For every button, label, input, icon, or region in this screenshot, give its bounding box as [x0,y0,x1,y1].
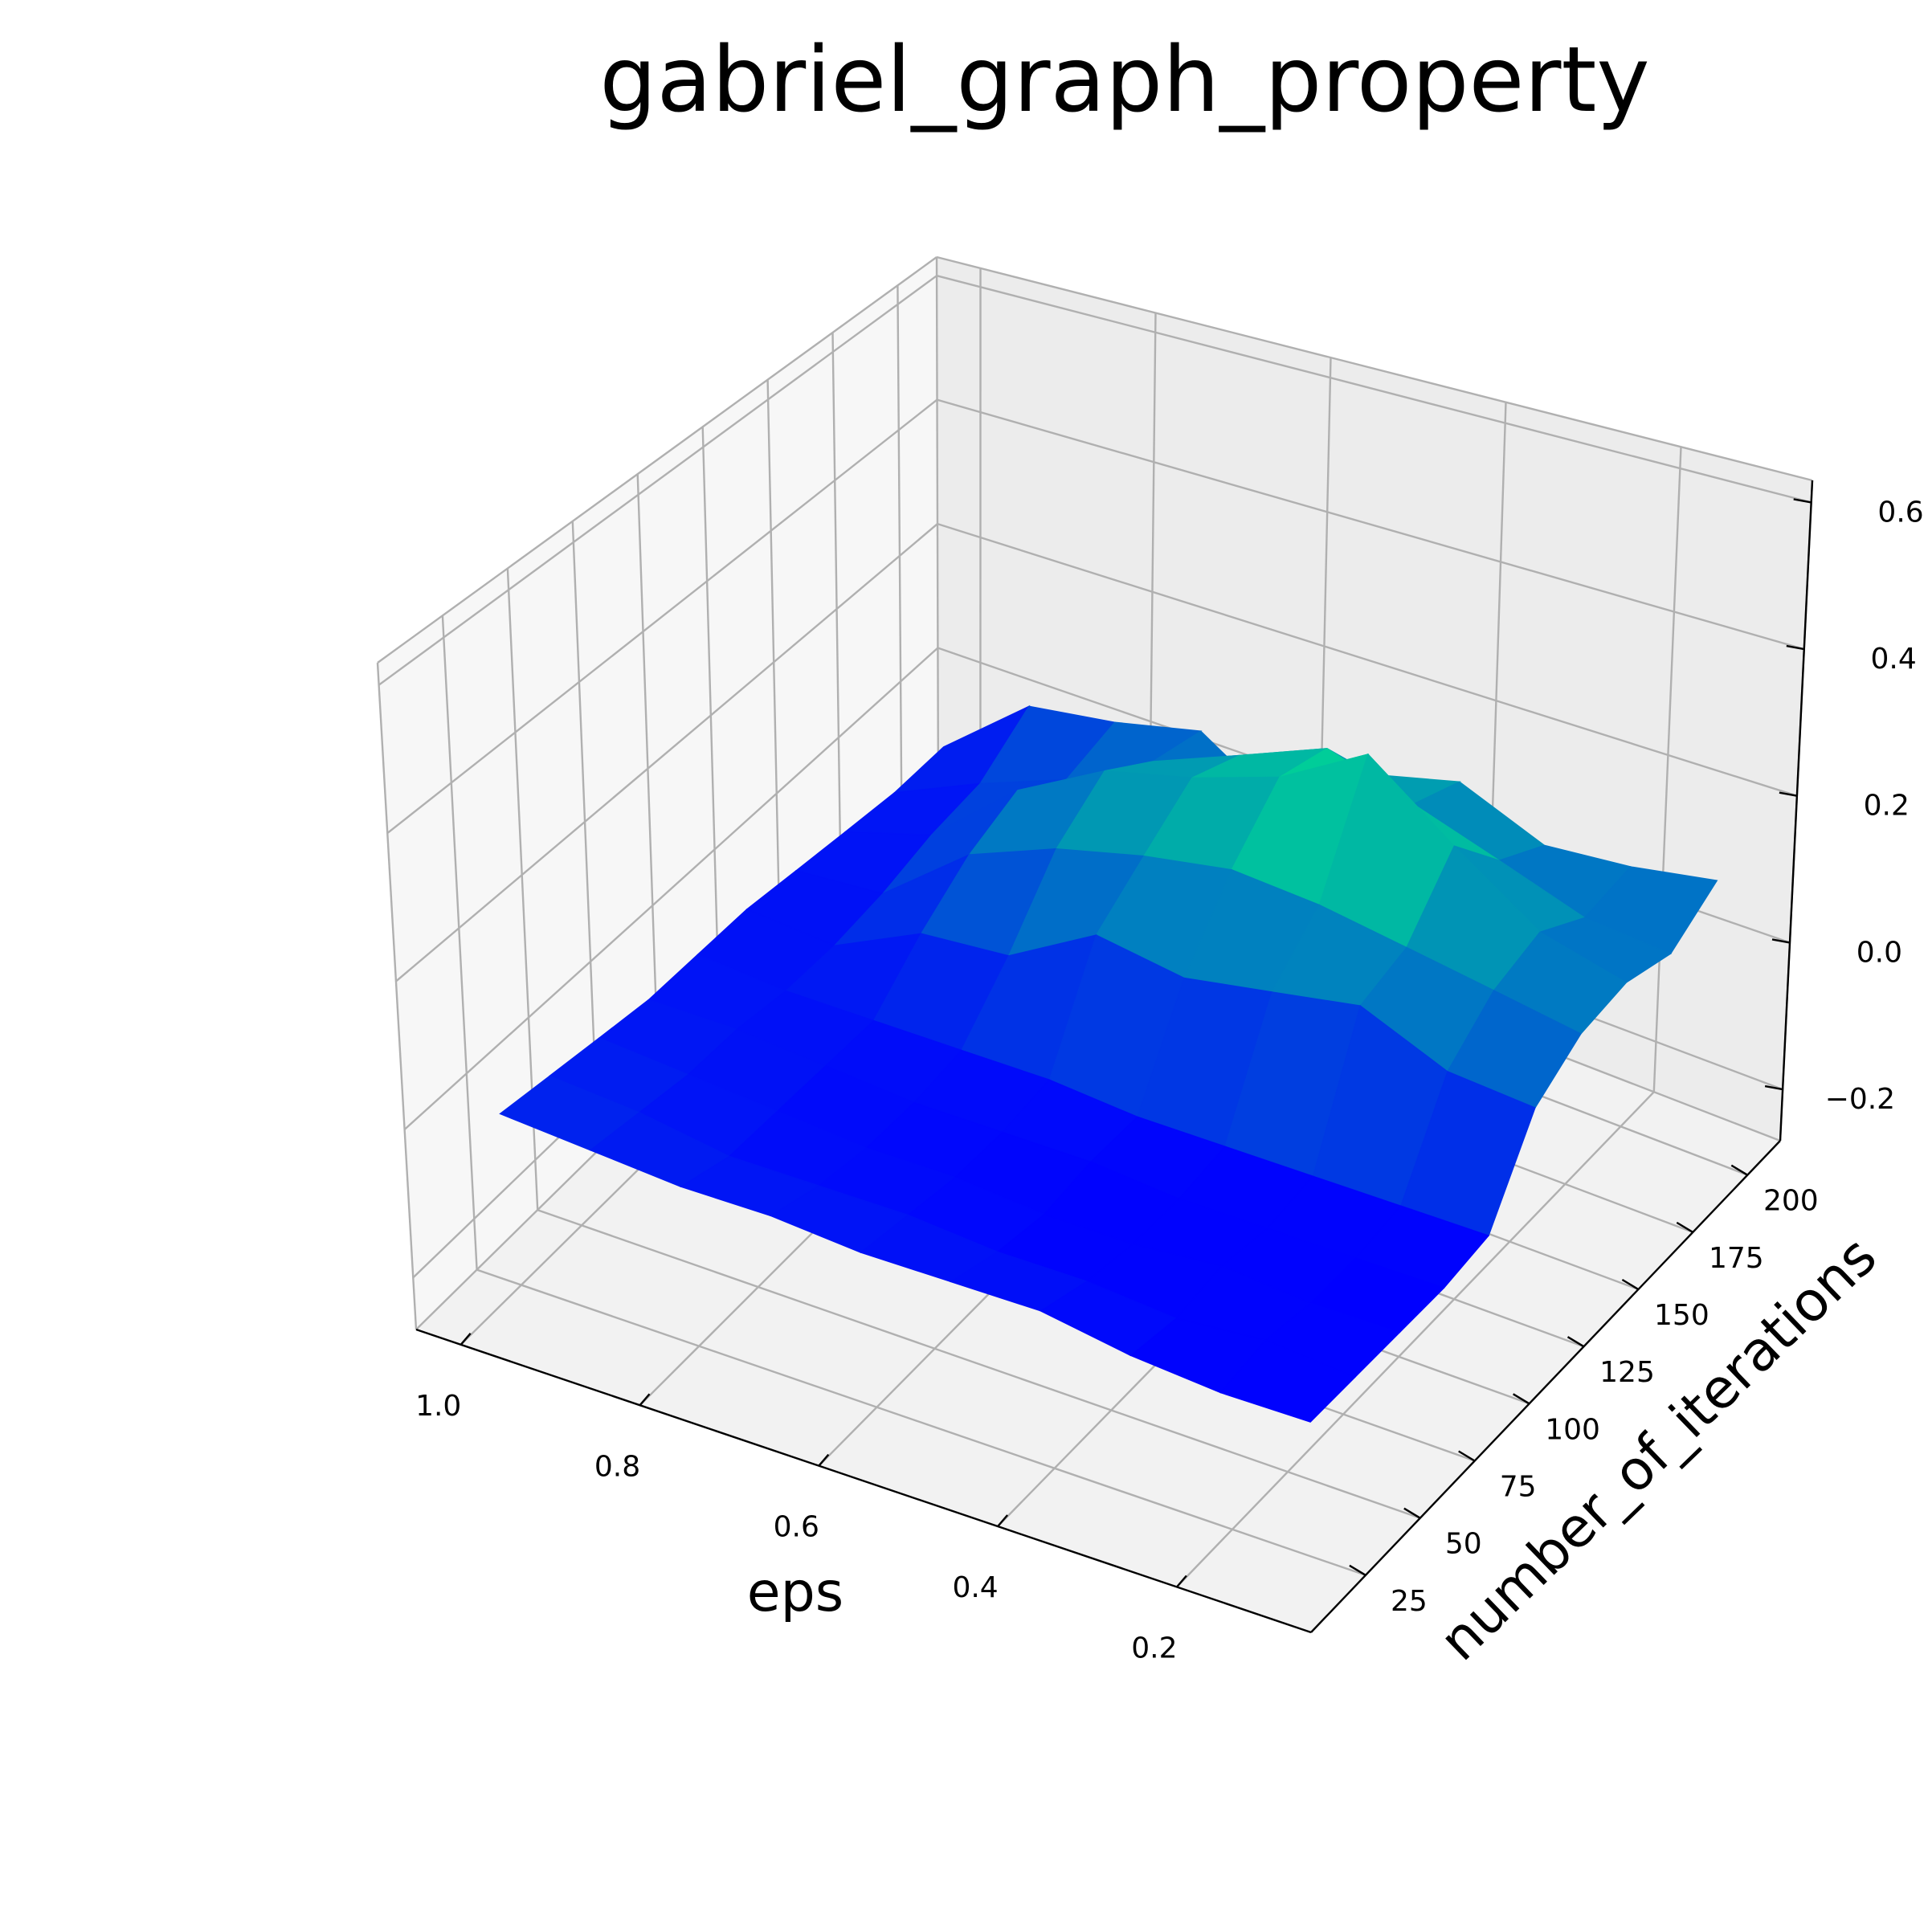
y-tick-label: 200 [1763,1185,1819,1218]
x-axis-label: eps [747,1561,844,1624]
x-tick-label: 1.0 [415,1390,461,1423]
y-tick-label: 75 [1500,1471,1537,1504]
z-tick-label: 0.2 [1864,790,1910,823]
z-tick-label: 0.6 [1877,496,1923,529]
x-tick-label: 0.2 [1131,1632,1177,1664]
y-tick-label: 50 [1445,1528,1482,1561]
z-tick-label: 0.4 [1871,643,1917,676]
y-tick-label: 125 [1599,1356,1655,1389]
x-tick-label: 0.6 [774,1511,819,1544]
y-tick-label: 175 [1709,1242,1764,1275]
z-tick-label: −0.2 [1825,1083,1895,1116]
x-tick-label: 0.4 [952,1571,998,1604]
y-tick-label: 25 [1391,1585,1428,1618]
y-tick-label: 100 [1545,1413,1600,1446]
y-tick-label: 150 [1654,1299,1709,1332]
x-tick-label: 0.8 [594,1450,640,1483]
z-tick-label: 0.0 [1857,936,1902,969]
chart-title: gabriel_graph_property [599,28,1649,133]
